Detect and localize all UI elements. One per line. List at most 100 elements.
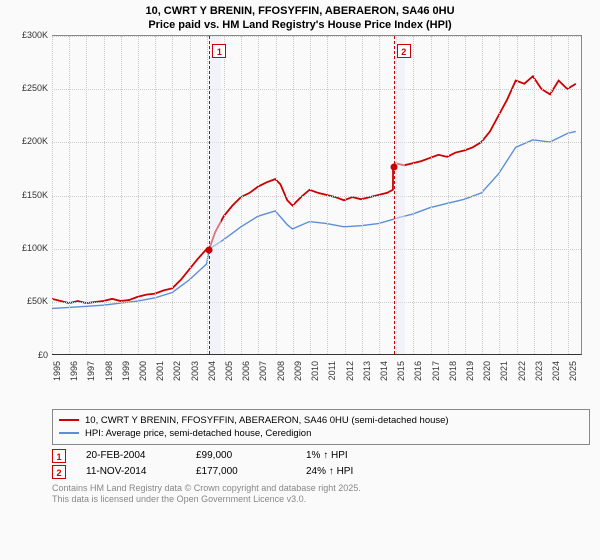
legend-label: 10, CWRT Y BRENIN, FFOSYFFIN, ABERAERON,… (85, 415, 449, 426)
sale-date: 11-NOV-2014 (86, 466, 176, 477)
x-gridline (207, 36, 208, 354)
sale-price: £99,000 (196, 450, 286, 461)
x-gridline (465, 36, 466, 354)
sale-badge: 2 (52, 465, 66, 479)
title-subtitle: Price paid vs. HM Land Registry's House … (0, 18, 600, 32)
x-tick-label: 2018 (448, 361, 458, 381)
series-line-hpi (52, 131, 576, 308)
y-gridline (52, 249, 581, 250)
y-gridline (52, 302, 581, 303)
x-tick-label: 2009 (293, 361, 303, 381)
legend-label: HPI: Average price, semi-detached house,… (85, 428, 311, 439)
x-gridline (431, 36, 432, 354)
legend-item: HPI: Average price, semi-detached house,… (59, 427, 583, 440)
x-tick-label: 2004 (207, 361, 217, 381)
x-gridline (517, 36, 518, 354)
x-gridline (568, 36, 569, 354)
x-tick-label: 2024 (551, 361, 561, 381)
x-gridline (258, 36, 259, 354)
x-tick-label: 2012 (345, 361, 355, 381)
x-tick-label: 2005 (224, 361, 234, 381)
x-tick-label: 2023 (534, 361, 544, 381)
sale-point (206, 246, 213, 253)
marker-line (209, 36, 210, 354)
y-tick-label: £300K (22, 30, 48, 40)
x-gridline (448, 36, 449, 354)
legend-swatch (59, 419, 79, 421)
y-tick-label: £100K (22, 243, 48, 253)
x-tick-label: 1995 (52, 361, 62, 381)
y-axis: £0£50K£100K£150K£200K£250K£300K (10, 35, 52, 355)
x-gridline (138, 36, 139, 354)
x-tick-label: 2013 (362, 361, 372, 381)
y-tick-label: £150K (22, 190, 48, 200)
x-tick-label: 2003 (190, 361, 200, 381)
x-gridline (224, 36, 225, 354)
x-gridline (310, 36, 311, 354)
x-axis: 1995199619971998199920002001200220032004… (52, 355, 582, 405)
marker-badge: 1 (212, 44, 226, 58)
sale-row: 1 20-FEB-2004 £99,000 1% ↑ HPI (52, 449, 590, 463)
x-gridline (104, 36, 105, 354)
x-tick-label: 2022 (517, 361, 527, 381)
sale-delta: 24% ↑ HPI (306, 466, 396, 477)
x-tick-label: 2025 (568, 361, 578, 381)
y-tick-label: £200K (22, 136, 48, 146)
footer-attribution: Contains HM Land Registry data © Crown c… (52, 483, 590, 506)
x-tick-label: 1997 (86, 361, 96, 381)
x-tick-label: 2015 (396, 361, 406, 381)
y-gridline (52, 142, 581, 143)
sale-date: 20-FEB-2004 (86, 450, 176, 461)
x-gridline (482, 36, 483, 354)
chart-area: £0£50K£100K£150K£200K£250K£300K 12 19951… (10, 35, 590, 405)
x-gridline (276, 36, 277, 354)
x-tick-label: 2014 (379, 361, 389, 381)
x-tick-label: 2017 (431, 361, 441, 381)
sale-row: 2 11-NOV-2014 £177,000 24% ↑ HPI (52, 465, 590, 479)
x-gridline (413, 36, 414, 354)
x-tick-label: 2020 (482, 361, 492, 381)
y-tick-label: £250K (22, 83, 48, 93)
x-gridline (172, 36, 173, 354)
x-tick-label: 2002 (172, 361, 182, 381)
x-gridline (52, 36, 53, 354)
sale-price: £177,000 (196, 466, 286, 477)
x-gridline (69, 36, 70, 354)
marker-band (394, 36, 405, 354)
marker-band (209, 36, 220, 354)
y-gridline (52, 196, 581, 197)
x-gridline (190, 36, 191, 354)
x-gridline (121, 36, 122, 354)
legend-swatch (59, 432, 79, 434)
series-line-property (52, 76, 576, 303)
x-gridline (155, 36, 156, 354)
y-gridline (52, 89, 581, 90)
y-gridline (52, 36, 581, 37)
x-gridline (86, 36, 87, 354)
x-tick-label: 2007 (258, 361, 268, 381)
x-tick-label: 1996 (69, 361, 79, 381)
sale-point (390, 163, 397, 170)
x-tick-label: 2008 (276, 361, 286, 381)
x-tick-label: 2010 (310, 361, 320, 381)
x-tick-label: 1999 (121, 361, 131, 381)
footer-line2: This data is licensed under the Open Gov… (52, 494, 590, 506)
legend-item: 10, CWRT Y BRENIN, FFOSYFFIN, ABERAERON,… (59, 414, 583, 427)
legend: 10, CWRT Y BRENIN, FFOSYFFIN, ABERAERON,… (52, 409, 590, 445)
x-gridline (345, 36, 346, 354)
title-block: 10, CWRT Y BRENIN, FFOSYFFIN, ABERAERON,… (0, 0, 600, 35)
x-tick-label: 2011 (327, 361, 337, 380)
plot-area: 12 (52, 35, 582, 355)
x-gridline (534, 36, 535, 354)
x-tick-label: 2021 (499, 361, 509, 381)
x-gridline (551, 36, 552, 354)
y-tick-label: £50K (27, 296, 48, 306)
title-address: 10, CWRT Y BRENIN, FFOSYFFIN, ABERAERON,… (0, 4, 600, 18)
x-gridline (327, 36, 328, 354)
x-tick-label: 2000 (138, 361, 148, 381)
sales-table: 1 20-FEB-2004 £99,000 1% ↑ HPI 2 11-NOV-2014 £… (0, 449, 600, 479)
x-gridline (499, 36, 500, 354)
sale-badge: 1 (52, 449, 66, 463)
sale-delta: 1% ↑ HPI (306, 450, 396, 461)
x-tick-label: 2001 (155, 361, 165, 381)
